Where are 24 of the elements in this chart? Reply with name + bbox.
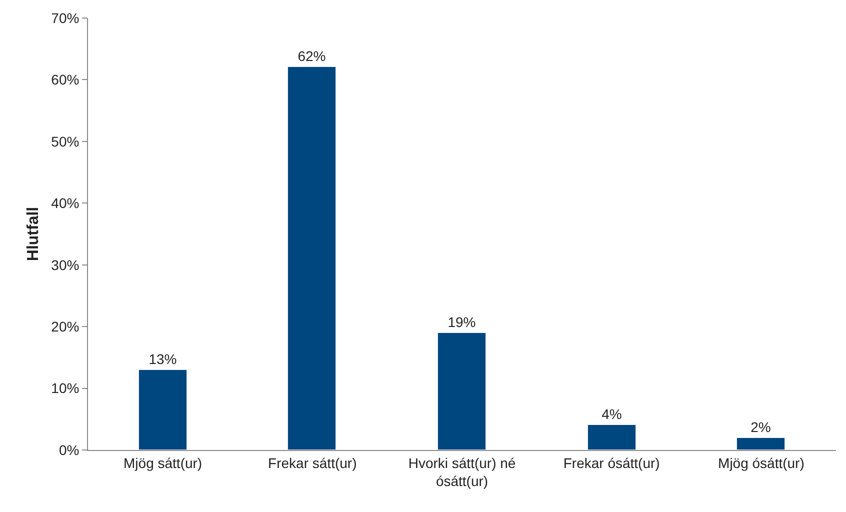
y-tick-label: 20%: [51, 318, 80, 334]
y-axis-title: Hlutfall: [25, 206, 42, 262]
y-tick-label: 50%: [51, 133, 80, 150]
y-tick-label: 30%: [51, 256, 80, 273]
bar: [288, 66, 336, 450]
x-tick-label: Hvorki sátt(ur) né ósátt(ur): [408, 454, 516, 489]
x-tick-label: Frekar sátt(ur): [268, 454, 357, 471]
bar: [438, 332, 486, 450]
y-tick-label: 60%: [51, 72, 80, 88]
bar: [138, 370, 187, 450]
data-label: 19%: [448, 314, 476, 330]
data-label: 13%: [148, 350, 177, 367]
y-tick-label: 40%: [51, 195, 80, 212]
bar: [736, 438, 785, 450]
data-label: 4%: [602, 406, 622, 422]
x-tick-label: Mjög ósátt(ur): [718, 454, 804, 471]
x-tick-label: Frekar ósátt(ur): [563, 454, 660, 471]
x-tick-label: Mjög sátt(ur): [124, 454, 202, 471]
y-tick-label: 10%: [51, 380, 80, 396]
data-label: 62%: [298, 48, 326, 64]
y-tick-label: 70%: [51, 10, 80, 26]
y-tick-label: 0%: [58, 442, 80, 458]
data-label: 2%: [750, 418, 771, 435]
bar: [588, 424, 636, 450]
